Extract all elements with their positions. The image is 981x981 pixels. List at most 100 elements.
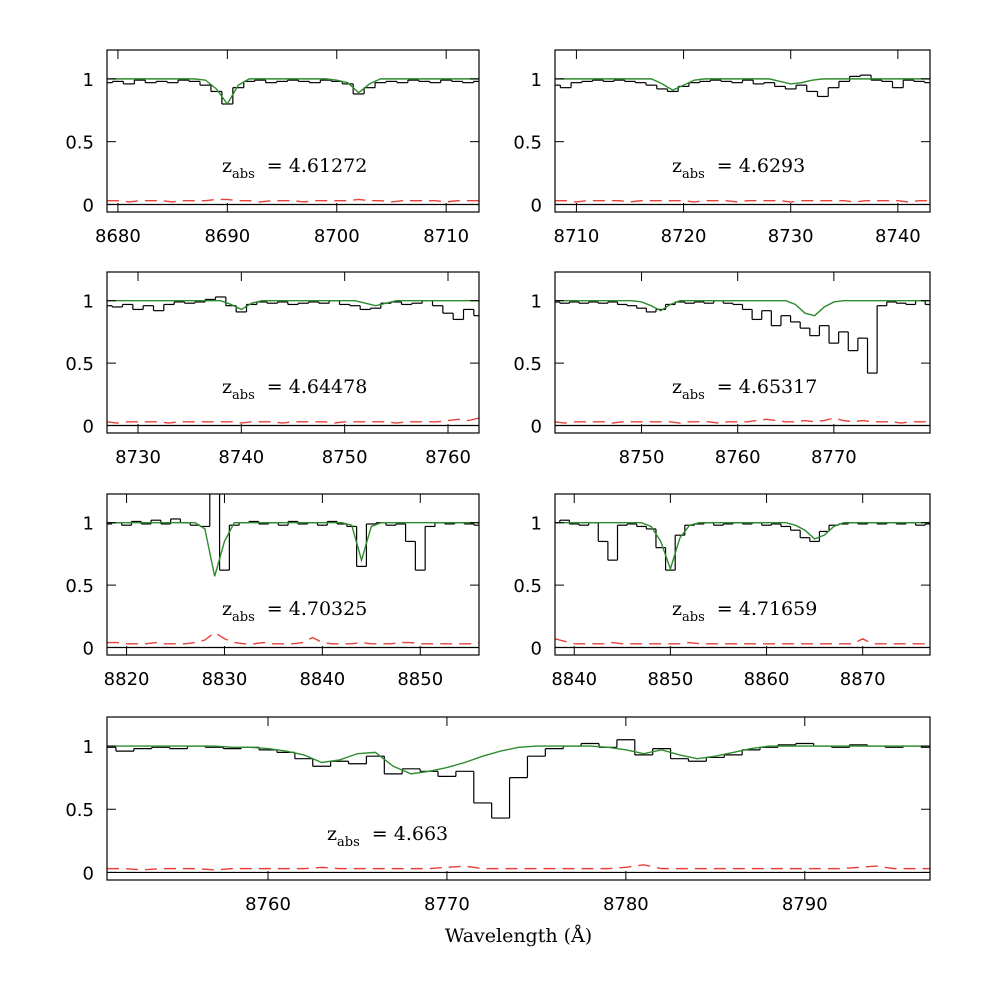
y-tick-label: 0 [531, 417, 542, 438]
model-line [107, 300, 479, 311]
axes-frame [554, 49, 931, 213]
redshift-value: = 4.61272 [267, 155, 368, 177]
y-tick-label: 1 [83, 737, 94, 758]
redshift-symbol: z [222, 376, 232, 398]
x-tick-label: 8840 [299, 669, 345, 690]
x-tick-label: 8740 [875, 226, 921, 247]
plot-area [555, 300, 930, 427]
redshift-label: zabs = 4.663 [327, 823, 448, 850]
x-tick-label: 8710 [423, 226, 469, 247]
model-line [107, 78, 479, 106]
plot-area [555, 74, 930, 206]
model-line [107, 745, 930, 775]
x-tick-label: 8710 [554, 226, 600, 247]
model-line [555, 300, 930, 317]
redshift-subscript: abs [232, 167, 255, 182]
redshift-subscript: abs [232, 388, 255, 403]
y-tick-label: 0 [83, 639, 94, 660]
redshift-value: = 4.64478 [267, 376, 368, 398]
redshift-subscript: abs [682, 388, 705, 403]
error-line [107, 417, 479, 424]
redshift-value: = 4.71659 [717, 598, 818, 620]
y-tick-label: 0 [83, 195, 94, 216]
redshift-symbol: z [327, 823, 337, 845]
y-tick-label: 1 [531, 70, 542, 91]
x-tick-label: 8760 [245, 894, 291, 915]
x-tick-label: 8780 [603, 894, 649, 915]
redshift-value: = 4.70325 [267, 598, 368, 620]
redshift-symbol: z [672, 598, 682, 620]
x-tick-label: 8850 [397, 669, 443, 690]
redshift-label: zabs = 4.64478 [222, 376, 367, 403]
y-tick-label: 1 [531, 292, 542, 313]
x-tick-label: 8830 [202, 669, 248, 690]
y-tick-label: 1 [83, 514, 94, 535]
plot-area [107, 739, 930, 874]
plot-area [107, 78, 479, 206]
x-tick-label: 8770 [424, 894, 470, 915]
y-tick-label: 0 [83, 417, 94, 438]
redshift-value: = 4.6293 [717, 155, 805, 177]
redshift-value: = 4.663 [372, 823, 448, 845]
redshift-label: zabs = 4.71659 [672, 598, 817, 625]
x-tick-label: 8720 [661, 226, 707, 247]
redshift-symbol: z [672, 155, 682, 177]
redshift-label: zabs = 4.70325 [222, 598, 367, 625]
plot-area [107, 296, 479, 427]
x-tick-label: 8750 [619, 447, 665, 468]
redshift-label: zabs = 4.61272 [222, 155, 367, 182]
x-tick-label: 8760 [425, 447, 471, 468]
x-tick-label: 8690 [204, 226, 250, 247]
x-tick-label: 8730 [115, 447, 161, 468]
redshift-label: zabs = 4.6293 [672, 155, 805, 182]
redshift-label: zabs = 4.65317 [672, 376, 817, 403]
x-tick-label: 8680 [95, 226, 141, 247]
y-tick-label: 0.5 [513, 576, 542, 597]
x-tick-label: 8760 [715, 447, 761, 468]
x-tick-label: 8740 [218, 447, 264, 468]
x-tick-label: 8850 [647, 669, 693, 690]
y-tick-label: 0.5 [65, 133, 94, 154]
axes-frame [554, 493, 931, 656]
y-tick-label: 0 [83, 863, 94, 884]
axes-frame [554, 271, 931, 434]
x-tick-label: 8790 [782, 894, 828, 915]
plot-area [107, 494, 479, 649]
axes-frame [106, 716, 931, 881]
plot-area [555, 519, 930, 649]
y-tick-label: 1 [83, 70, 94, 91]
model-line [107, 522, 479, 577]
x-tick-label: 8840 [551, 669, 597, 690]
y-tick-label: 0 [531, 639, 542, 660]
y-tick-label: 0 [531, 195, 542, 216]
redshift-subscript: abs [232, 610, 255, 625]
x-tick-label: 8750 [322, 447, 368, 468]
y-tick-label: 0.5 [65, 354, 94, 375]
error-line [555, 199, 930, 203]
error-line [555, 637, 930, 645]
model-line [555, 522, 930, 572]
x-tick-label: 8870 [840, 669, 886, 690]
redshift-symbol: z [222, 155, 232, 177]
axes-frame [106, 49, 480, 213]
redshift-symbol: z [672, 376, 682, 398]
y-tick-label: 0.5 [513, 354, 542, 375]
x-tick-label: 8700 [314, 226, 360, 247]
error-line [107, 864, 930, 871]
x-tick-label: 8820 [104, 669, 150, 690]
y-tick-label: 1 [83, 292, 94, 313]
redshift-symbol: z [222, 598, 232, 620]
x-tick-label: 8860 [744, 669, 790, 690]
y-tick-label: 0.5 [65, 576, 94, 597]
redshift-subscript: abs [337, 835, 360, 850]
x-tick-label: 8730 [768, 226, 814, 247]
y-tick-label: 0.5 [513, 133, 542, 154]
redshift-value: = 4.65317 [717, 376, 818, 398]
error-line [555, 417, 930, 424]
x-tick-label: 8770 [811, 447, 857, 468]
x-axis-label: Wavelength (Å) [445, 925, 592, 947]
redshift-subscript: abs [682, 610, 705, 625]
error-line [107, 198, 479, 203]
axes-frame [106, 493, 480, 656]
